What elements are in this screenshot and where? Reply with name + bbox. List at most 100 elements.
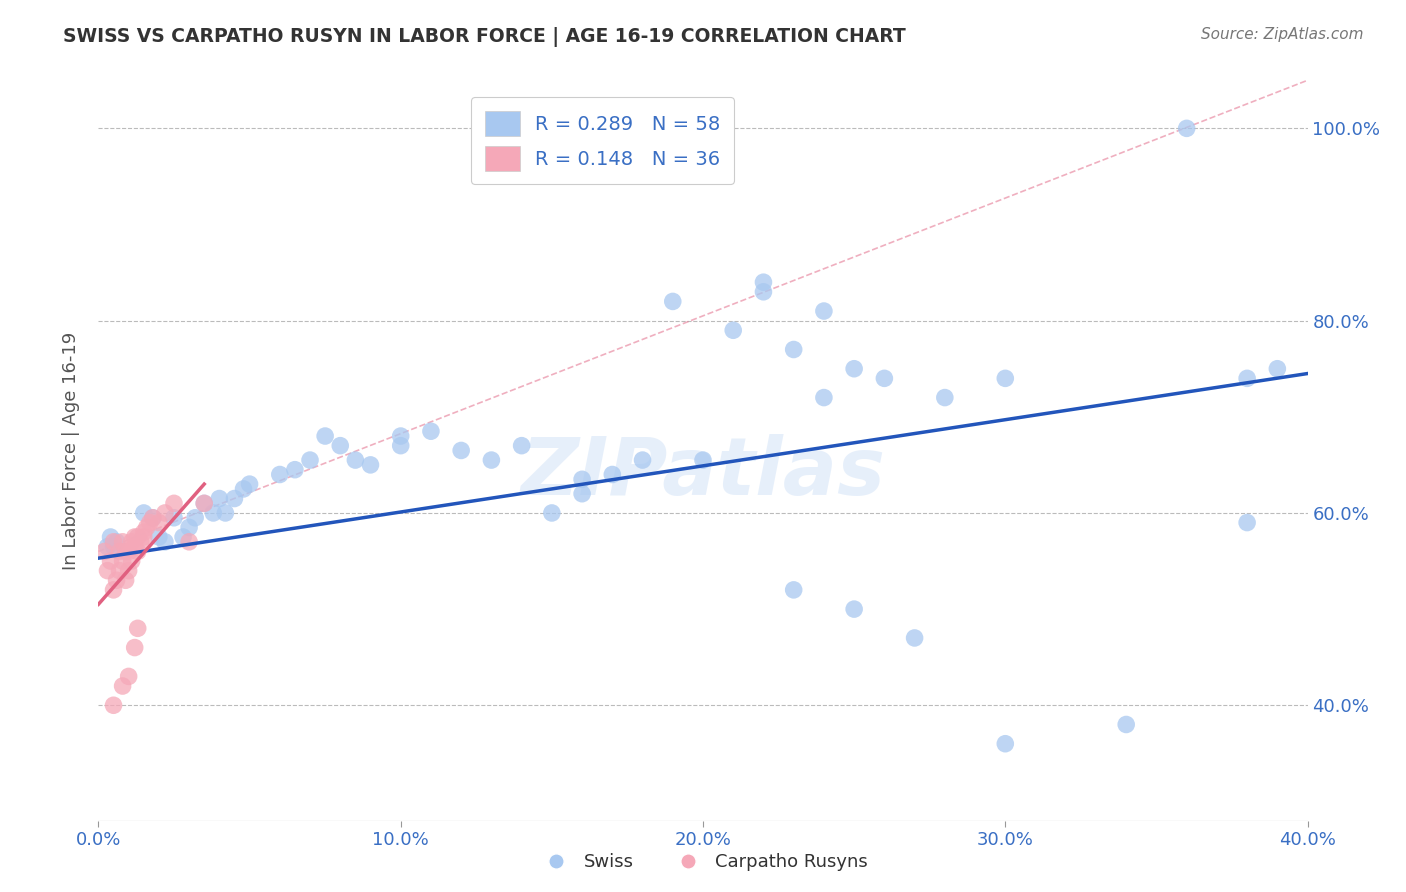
Point <box>783 343 806 357</box>
Point <box>153 534 176 549</box>
Point <box>118 669 141 683</box>
Point <box>284 463 307 477</box>
Point <box>118 544 141 558</box>
Point <box>111 534 134 549</box>
Point <box>571 487 593 501</box>
Point <box>139 516 162 530</box>
Point <box>661 294 683 309</box>
Point <box>934 391 956 405</box>
Point <box>153 506 176 520</box>
Point <box>103 534 125 549</box>
Point <box>1267 361 1289 376</box>
Point <box>163 510 186 524</box>
Point <box>299 453 322 467</box>
Point <box>179 520 201 534</box>
Point <box>100 530 122 544</box>
Point <box>873 371 896 385</box>
Legend: R = 0.289   N = 58, R = 0.148   N = 36: R = 0.289 N = 58, R = 0.148 N = 36 <box>471 97 734 185</box>
Point <box>631 453 654 467</box>
Point <box>420 424 443 438</box>
Point <box>93 544 115 558</box>
Point <box>127 621 149 635</box>
Point <box>129 534 152 549</box>
Legend: Swiss, Carpatho Rusyns: Swiss, Carpatho Rusyns <box>531 847 875 879</box>
Point <box>114 544 136 558</box>
Point <box>752 285 775 299</box>
Point <box>1115 717 1137 731</box>
Point <box>510 439 533 453</box>
Point <box>105 534 128 549</box>
Point <box>202 506 225 520</box>
Point <box>844 361 866 376</box>
Point <box>813 304 835 318</box>
Point <box>124 540 146 554</box>
Y-axis label: In Labor Force | Age 16-19: In Labor Force | Age 16-19 <box>62 331 80 570</box>
Point <box>103 540 125 554</box>
Point <box>723 323 745 337</box>
Point <box>108 544 131 558</box>
Point <box>1175 121 1198 136</box>
Text: ZIPatlas: ZIPatlas <box>520 434 886 512</box>
Point <box>540 506 562 520</box>
Point <box>450 443 472 458</box>
Point <box>124 530 146 544</box>
Point <box>135 520 157 534</box>
Point <box>1236 516 1258 530</box>
Point <box>118 564 141 578</box>
Point <box>193 496 215 510</box>
Point <box>224 491 246 506</box>
Point <box>389 439 412 453</box>
Point <box>602 467 624 482</box>
Point <box>142 510 165 524</box>
Point <box>121 534 143 549</box>
Point <box>100 554 122 568</box>
Point <box>148 516 170 530</box>
Point <box>813 391 835 405</box>
Point <box>142 510 165 524</box>
Text: SWISS VS CARPATHO RUSYN IN LABOR FORCE | AGE 16-19 CORRELATION CHART: SWISS VS CARPATHO RUSYN IN LABOR FORCE |… <box>63 27 905 46</box>
Point <box>571 472 593 486</box>
Point <box>214 506 236 520</box>
Point <box>314 429 336 443</box>
Point <box>752 275 775 289</box>
Point <box>132 525 155 540</box>
Point <box>783 582 806 597</box>
Point <box>105 574 128 588</box>
Point <box>844 602 866 616</box>
Point <box>481 453 503 467</box>
Point <box>111 679 134 693</box>
Point <box>121 554 143 568</box>
Point <box>994 737 1017 751</box>
Point <box>132 506 155 520</box>
Point <box>389 429 412 443</box>
Point <box>103 582 125 597</box>
Point <box>239 477 262 491</box>
Point <box>96 540 118 554</box>
Point <box>344 453 367 467</box>
Point <box>269 467 291 482</box>
Point <box>108 564 131 578</box>
Point <box>114 574 136 588</box>
Point <box>148 530 170 544</box>
Point <box>124 640 146 655</box>
Point <box>904 631 927 645</box>
Point <box>329 439 352 453</box>
Point <box>994 371 1017 385</box>
Point <box>360 458 382 472</box>
Point <box>179 534 201 549</box>
Point <box>232 482 254 496</box>
Point <box>193 496 215 510</box>
Point <box>692 453 714 467</box>
Point <box>1236 371 1258 385</box>
Point <box>208 491 231 506</box>
Point <box>184 510 207 524</box>
Point <box>172 530 194 544</box>
Point <box>127 530 149 544</box>
Point <box>96 564 118 578</box>
Point <box>103 698 125 713</box>
Point <box>163 496 186 510</box>
Point <box>132 530 155 544</box>
Point <box>127 544 149 558</box>
Point <box>111 554 134 568</box>
Text: Source: ZipAtlas.com: Source: ZipAtlas.com <box>1201 27 1364 42</box>
